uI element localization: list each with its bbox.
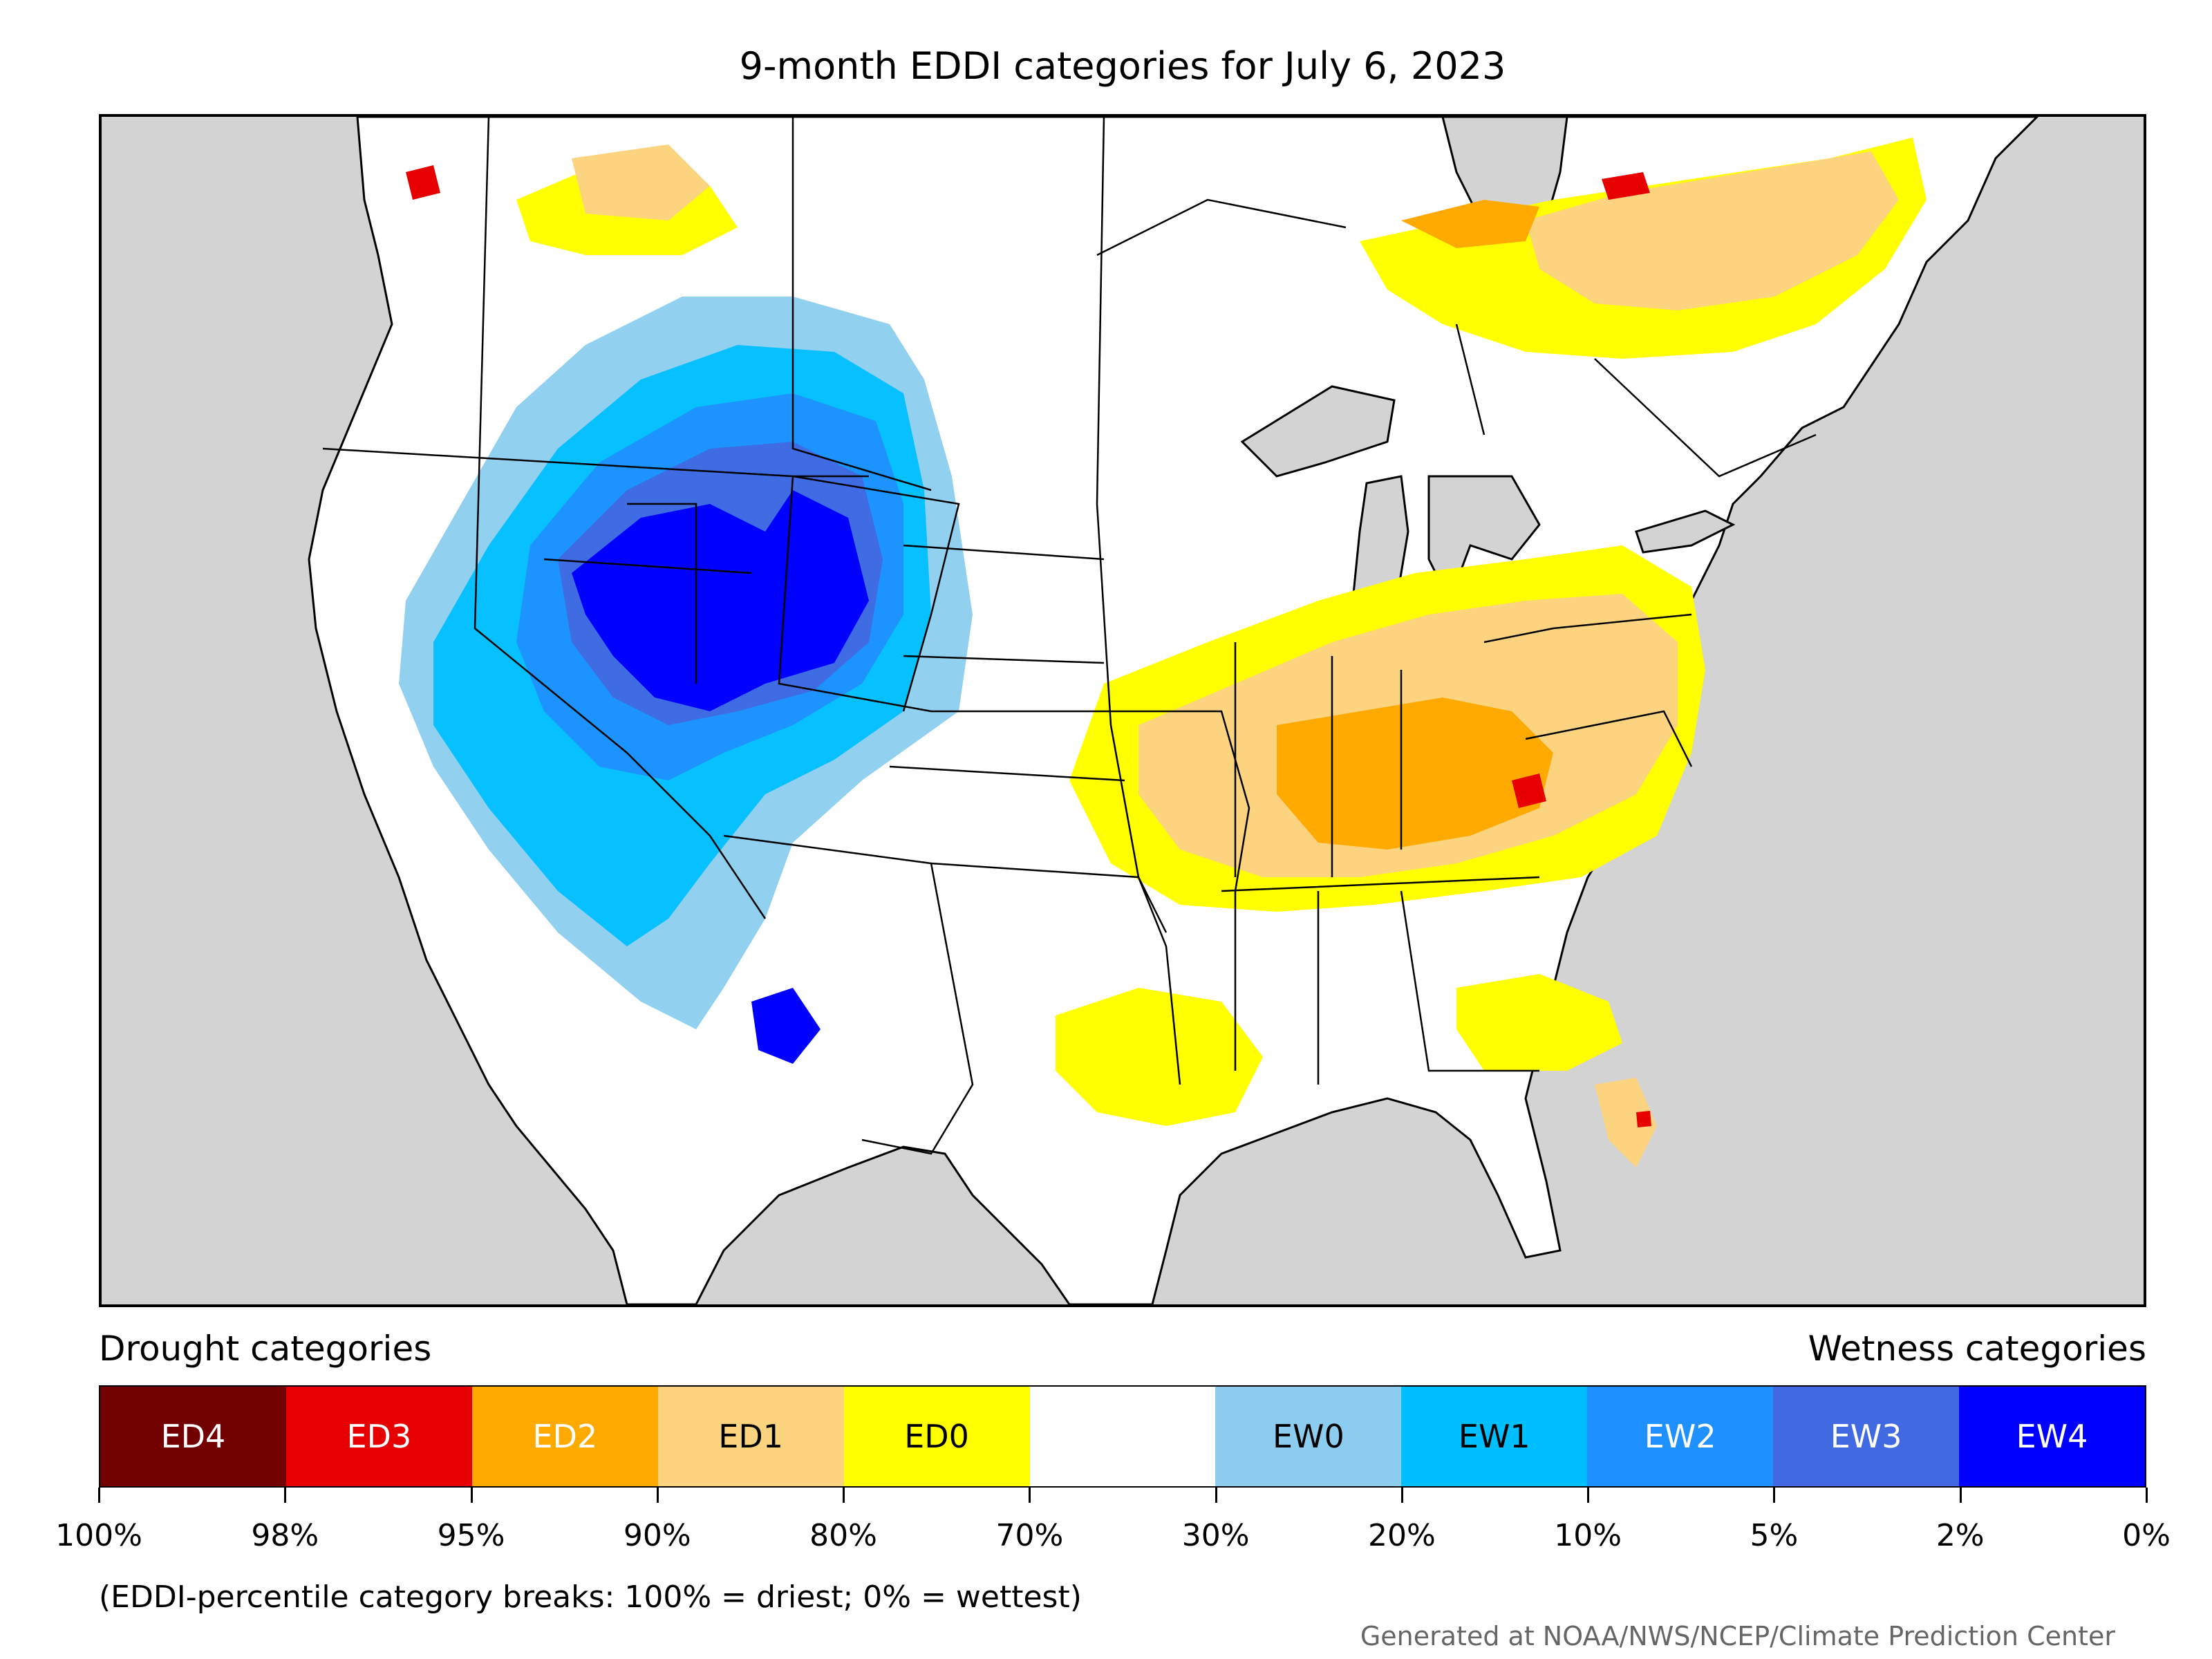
colorbar-tick-labels: 100% 98% 95% 90% 80% 70% 30% 20% 10% 5% 2% 0% [55,1518,2171,1559]
colorbar-tick-label: 30% [1181,1518,1250,1553]
colorbar-tick [470,1488,473,1503]
colorbar-cell-ew4: EW4 [1959,1387,2145,1486]
colorbar-ticks [98,1488,2148,1515]
colorbar-cell-ed3: ED3 [285,1387,472,1486]
percentile-note: (EDDI-percentile category breaks: 100% =… [99,1580,1082,1615]
colorbar-tick-label: 90% [623,1518,691,1553]
colorbar-tick [1400,1488,1403,1503]
map-canvas [102,117,2144,1304]
colorbar-cell-ew0: EW0 [1215,1387,1402,1486]
drought-ed1-region [572,144,1899,1168]
colorbar-tick-label: 10% [1554,1518,1622,1553]
colorbar-tick-label: 2% [1936,1518,1985,1553]
colorbar-cell-ew2: EW2 [1587,1387,1774,1486]
colorbar-cell-ed1: ED1 [657,1387,844,1486]
colorbar-tick [2146,1488,2148,1503]
colorbar-tick-label: 95% [437,1518,505,1553]
colorbar-cell-ed0: ED0 [843,1387,1030,1486]
colorbar-cell-ed4: ED4 [100,1387,286,1486]
colorbar-tick [1773,1488,1776,1503]
colorbar-tick [1959,1488,1962,1503]
colorbar-cell-normal [1029,1387,1216,1486]
wetness-ew4-region [572,490,869,1064]
colorbar-tick-label: 20% [1368,1518,1436,1553]
credit-text: Generated at NOAA/NWS/NCEP/Climate Predi… [1360,1621,2115,1651]
colorbar-cell-ew1: EW1 [1401,1387,1588,1486]
colorbar-cell-ed2: ED2 [471,1387,658,1486]
colorbar-tick [1215,1488,1217,1503]
state-boundaries [322,117,1817,1155]
eddi-map [99,114,2146,1307]
drought-categories-header: Drought categories [99,1329,432,1369]
colorbar-tick [284,1488,287,1503]
category-colorbar: ED4 ED3 ED2 ED1 ED0 EW0 EW1 EW2 EW3 EW4 [99,1385,2146,1488]
colorbar-cell-ew3: EW3 [1773,1387,1960,1486]
colorbar-tick-label: 80% [809,1518,877,1553]
colorbar-tick-label: 100% [55,1518,142,1553]
colorbar-tick-label: 5% [1750,1518,1799,1553]
colorbar-tick-label: 0% [2122,1518,2171,1553]
map-title: 9-month EDDI categories for July 6, 2023 [739,44,1506,88]
colorbar-tick [1587,1488,1590,1503]
colorbar-tick [1029,1488,1031,1503]
colorbar-tick-label: 70% [995,1518,1064,1553]
colorbar-tick [98,1488,100,1503]
wetness-categories-header: Wetness categories [1808,1329,2146,1369]
colorbar-tick [843,1488,845,1503]
colorbar-tick-label: 98% [251,1518,319,1553]
colorbar-tick [656,1488,659,1503]
